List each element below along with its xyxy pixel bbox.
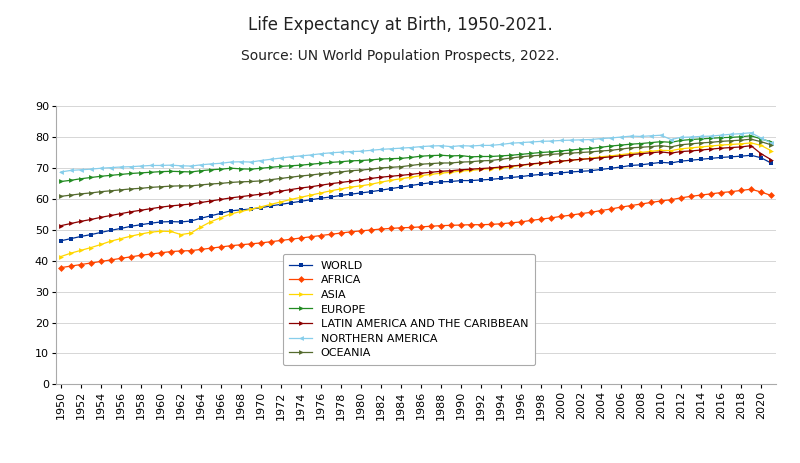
NORTHERN AMERICA: [226, 159, 236, 165]
Line: WORLD: WORLD: [58, 153, 774, 243]
OCEANIA: [156, 184, 166, 189]
EUROPE: [296, 163, 306, 168]
WORLD: [56, 238, 66, 244]
WORLD: [156, 219, 166, 225]
AFRICA: [156, 250, 166, 256]
EUROPE: [746, 133, 756, 138]
ASIA: [226, 211, 236, 217]
NORTHERN AMERICA: [456, 143, 466, 149]
AFRICA: [506, 220, 516, 225]
LATIN AMERICA AND THE CARIBBEAN: [226, 195, 236, 200]
WORLD: [226, 208, 236, 213]
NORTHERN AMERICA: [296, 153, 306, 159]
Text: Life Expectancy at Birth, 1950-2021.: Life Expectancy at Birth, 1950-2021.: [248, 16, 552, 34]
Line: OCEANIA: OCEANIA: [58, 137, 774, 199]
Line: LATIN AMERICA AND THE CARIBBEAN: LATIN AMERICA AND THE CARIBBEAN: [58, 143, 774, 228]
AFRICA: [746, 187, 756, 192]
EUROPE: [536, 150, 546, 155]
ASIA: [156, 228, 166, 234]
NORTHERN AMERICA: [156, 163, 166, 168]
ASIA: [56, 254, 66, 259]
OCEANIA: [746, 137, 756, 142]
WORLD: [296, 199, 306, 204]
Legend: WORLD, AFRICA, ASIA, EUROPE, LATIN AMERICA AND THE CARIBBEAN, NORTHERN AMERICA, : WORLD, AFRICA, ASIA, EUROPE, LATIN AMERI…: [283, 254, 534, 365]
AFRICA: [536, 216, 546, 222]
WORLD: [746, 152, 756, 158]
LATIN AMERICA AND THE CARIBBEAN: [746, 143, 756, 149]
Line: NORTHERN AMERICA: NORTHERN AMERICA: [58, 130, 774, 175]
LATIN AMERICA AND THE CARIBBEAN: [766, 157, 776, 163]
Text: Source: UN World Population Prospects, 2022.: Source: UN World Population Prospects, 2…: [241, 49, 559, 63]
WORLD: [766, 160, 776, 166]
ASIA: [296, 194, 306, 200]
AFRICA: [456, 222, 466, 228]
NORTHERN AMERICA: [766, 140, 776, 146]
OCEANIA: [226, 180, 236, 185]
WORLD: [536, 172, 546, 177]
AFRICA: [766, 193, 776, 198]
EUROPE: [766, 139, 776, 144]
EUROPE: [506, 152, 516, 158]
LATIN AMERICA AND THE CARIBBEAN: [156, 204, 166, 210]
ASIA: [456, 168, 466, 174]
OCEANIA: [506, 155, 516, 161]
NORTHERN AMERICA: [56, 169, 66, 175]
LATIN AMERICA AND THE CARIBBEAN: [506, 163, 516, 169]
NORTHERN AMERICA: [536, 138, 546, 144]
LATIN AMERICA AND THE CARIBBEAN: [456, 167, 466, 173]
Line: AFRICA: AFRICA: [58, 187, 774, 270]
NORTHERN AMERICA: [506, 140, 516, 146]
WORLD: [456, 178, 466, 183]
ASIA: [506, 164, 516, 169]
LATIN AMERICA AND THE CARIBBEAN: [56, 223, 66, 228]
LATIN AMERICA AND THE CARIBBEAN: [296, 185, 306, 191]
AFRICA: [226, 243, 236, 249]
WORLD: [506, 175, 516, 180]
OCEANIA: [536, 152, 546, 158]
EUROPE: [226, 165, 236, 171]
ASIA: [536, 161, 546, 166]
Line: ASIA: ASIA: [58, 140, 774, 259]
ASIA: [766, 148, 776, 153]
OCEANIA: [296, 173, 306, 179]
AFRICA: [56, 265, 66, 270]
OCEANIA: [56, 194, 66, 199]
OCEANIA: [766, 142, 776, 148]
OCEANIA: [456, 159, 466, 165]
Line: EUROPE: EUROPE: [58, 133, 774, 184]
LATIN AMERICA AND THE CARIBBEAN: [536, 160, 546, 166]
ASIA: [746, 140, 756, 146]
EUROPE: [156, 169, 166, 175]
EUROPE: [56, 179, 66, 184]
AFRICA: [296, 235, 306, 241]
EUROPE: [456, 153, 466, 158]
NORTHERN AMERICA: [746, 130, 756, 136]
